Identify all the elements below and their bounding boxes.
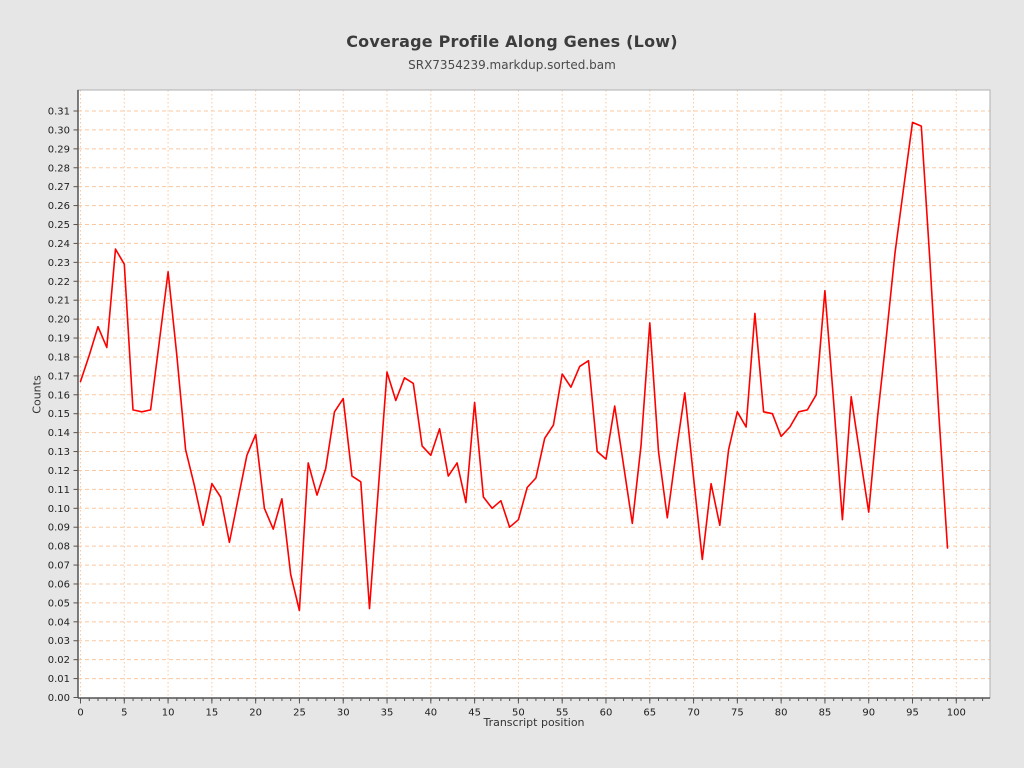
svg-text:70: 70 [687,708,700,719]
svg-text:0.29: 0.29 [48,144,70,155]
svg-text:65: 65 [643,708,656,719]
x-gridlines [80,90,957,698]
svg-text:0.13: 0.13 [48,447,70,458]
svg-text:15: 15 [206,708,219,719]
svg-text:0.08: 0.08 [48,542,70,553]
svg-text:10: 10 [162,708,175,719]
chart-subtitle: SRX7354239.markdup.sorted.bam [408,58,616,72]
svg-text:0.31: 0.31 [48,107,70,118]
svg-text:0: 0 [77,708,83,719]
svg-text:0.20: 0.20 [48,315,70,326]
svg-text:60: 60 [600,708,613,719]
svg-text:0.03: 0.03 [48,636,70,647]
svg-text:0.19: 0.19 [48,334,70,345]
svg-text:90: 90 [862,708,875,719]
svg-text:0.09: 0.09 [48,523,70,534]
svg-text:0.25: 0.25 [48,220,70,231]
svg-text:0.30: 0.30 [48,125,70,136]
svg-text:35: 35 [381,708,394,719]
svg-text:0.00: 0.00 [48,693,70,704]
svg-text:0.26: 0.26 [48,201,70,212]
svg-text:75: 75 [731,708,744,719]
x-axis-title: Transcript position [483,716,585,729]
svg-text:25: 25 [293,708,306,719]
svg-text:0.28: 0.28 [48,163,70,174]
svg-text:0.05: 0.05 [48,598,70,609]
svg-text:0.17: 0.17 [48,371,70,382]
svg-text:0.22: 0.22 [48,277,70,288]
svg-text:55: 55 [556,708,569,719]
svg-text:0.24: 0.24 [48,239,70,250]
svg-text:0.15: 0.15 [48,409,70,420]
svg-text:0.04: 0.04 [48,617,70,628]
svg-text:50: 50 [512,708,525,719]
svg-text:0.12: 0.12 [48,466,70,477]
svg-text:95: 95 [906,708,919,719]
coverage-line [79,121,949,612]
x-tick-labels: 0 5 10 15 20 25 30 35 40 45 50 55 60 65 70 75 80 85 90 95 10… [77,698,966,719]
svg-text:100: 100 [947,708,966,719]
chart-title: Coverage Profile Along Genes (Low) [346,32,678,51]
svg-text:0.01: 0.01 [48,674,70,685]
plot-background [78,90,990,698]
svg-text:0.06: 0.06 [48,579,70,590]
svg-text:85: 85 [819,708,832,719]
svg-text:45: 45 [468,708,481,719]
svg-text:30: 30 [337,708,350,719]
svg-text:5: 5 [121,708,127,719]
svg-text:0.23: 0.23 [48,258,70,269]
svg-text:0.07: 0.07 [48,561,70,572]
svg-text:20: 20 [249,708,262,719]
svg-text:0.14: 0.14 [48,428,70,439]
svg-text:0.11: 0.11 [48,485,70,496]
svg-text:80: 80 [775,708,788,719]
svg-text:0.18: 0.18 [48,352,70,363]
svg-text:0.02: 0.02 [48,655,70,666]
svg-text:0.10: 0.10 [48,504,70,515]
svg-text:40: 40 [424,708,437,719]
svg-text:0.16: 0.16 [48,390,70,401]
y-tick-labels: 0.00 0.01 0.02 0.03 0.04 0.05 0.06 0.07 0.08 0.09… [48,107,78,704]
svg-text:0.27: 0.27 [48,182,70,193]
svg-text:0.21: 0.21 [48,296,70,307]
x-minor-ticks [80,698,984,701]
